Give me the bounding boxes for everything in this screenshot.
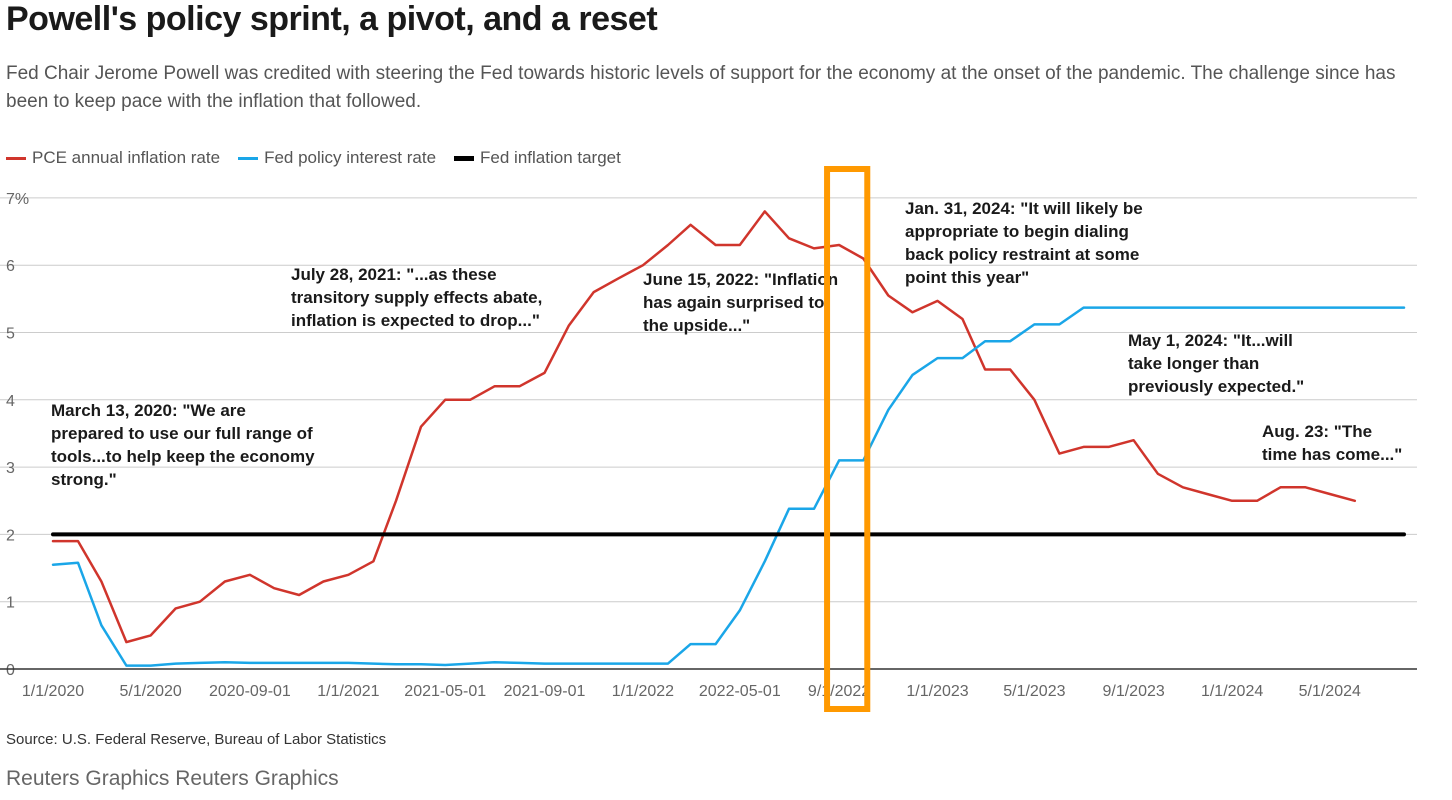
y-tick-label: 4 [6,393,15,410]
annotation-line: May 1, 2024: "It...will [1128,331,1293,350]
y-tick-label: 6 [6,258,15,275]
legend-swatch-fed-rate [238,156,259,160]
annotation-july-2021: July 28, 2021: "...as these transitory su… [291,265,542,330]
x-tick-label: 2021-05-01 [404,683,486,700]
source-note: Source: U.S. Federal Reserve, Bureau of … [6,731,387,748]
chart-title: Powell's policy sprint, a pivot, and a r… [6,0,658,38]
x-tick-label: 1/1/2023 [906,683,968,700]
y-tick-label: 0 [6,662,15,679]
legend-item-fed-rate: Fed policy interest rate [238,148,436,168]
pce-inflation-line [51,210,1357,644]
x-tick-label: 2022-05-01 [699,683,781,700]
annotation-line: back policy restraint at some [905,245,1139,264]
annotation-line: appropriate to begin dialing [905,222,1129,241]
annotation-line: previously expected." [1128,377,1304,396]
legend-label-target: Fed inflation target [480,148,621,167]
annotation-march-2020: March 13, 2020: "We are prepared to use o… [51,401,315,489]
annotation-line: strong." [51,470,117,489]
annotation-line: tools...to help keep the economy [51,447,315,466]
x-tick-label: 1/1/2022 [612,683,674,700]
annotation-line: the upside..." [643,316,750,335]
y-tick-label: 3 [6,460,15,477]
y-tick-label: 5 [6,326,15,343]
annotation-line: has again surprised to [643,293,824,312]
annotation-jan-2024: Jan. 31, 2024: "It will likely be appropr… [905,199,1143,287]
legend-label-fed-rate: Fed policy interest rate [264,148,437,167]
annotation-line: Jan. 31, 2024: "It will likely be [905,199,1143,218]
annotation-aug-2024: Aug. 23: "The time has come..." [1262,422,1402,464]
annotation-line: time has come..." [1262,445,1402,464]
x-tick-label: 5/1/2020 [120,683,182,700]
x-tick-label: 1/1/2024 [1201,683,1263,700]
x-tick-label: 1/1/2021 [317,683,379,700]
annotation-may-2024: May 1, 2024: "It...will take longer than p… [1128,331,1304,396]
legend-item-pce: PCE annual inflation rate [6,148,220,168]
annotation-line: Aug. 23: "The [1262,422,1372,441]
annotation-line: transitory supply effects abate, [291,288,542,307]
x-tick-label: 9/1/2023 [1102,683,1164,700]
legend-label-pce: PCE annual inflation rate [32,148,221,167]
legend-swatch-target [454,155,475,161]
line-chart: 0 1 2 3 4 5 6 7% 1/1/2020 5/1/2020 2020-09-01 1/1/2… [0,166,1417,712]
x-tick-label: 9/1/2022 [808,683,870,700]
annotation-line: point this year" [905,268,1029,287]
legend-item-target: Fed inflation target [454,148,621,168]
annotation-line: July 28, 2021: "...as these [291,265,497,284]
y-tick-label: 2 [6,527,15,544]
y-tick-label: 7% [6,191,29,208]
x-tick-label: 5/1/2023 [1003,683,1065,700]
x-tick-label: 2021-09-01 [504,683,586,700]
legend: PCE annual inflation rate Fed policy int… [6,146,639,170]
annotation-june-2022: June 15, 2022: "Inflation has again surpr… [643,270,838,335]
annotation-line: June 15, 2022: "Inflation [643,270,838,289]
annotation-line: prepared to use our full range of [51,424,313,443]
x-tick-label: 1/1/2020 [22,683,84,700]
annotation-line: take longer than [1128,354,1259,373]
fed-rate-line [51,306,1406,667]
annotation-line: March 13, 2020: "We are [51,401,246,420]
highlight-box [824,166,871,712]
x-tick-label: 2020-09-01 [209,683,291,700]
chart-subtitle: Fed Chair Jerome Powell was credited wit… [6,63,1396,112]
y-tick-label: 1 [6,595,15,612]
annotation-line: inflation is expected to drop..." [291,311,540,330]
credit-line: Reuters Graphics Reuters Graphics [6,767,339,790]
legend-swatch-pce [6,156,26,160]
x-tick-label: 5/1/2024 [1299,683,1361,700]
